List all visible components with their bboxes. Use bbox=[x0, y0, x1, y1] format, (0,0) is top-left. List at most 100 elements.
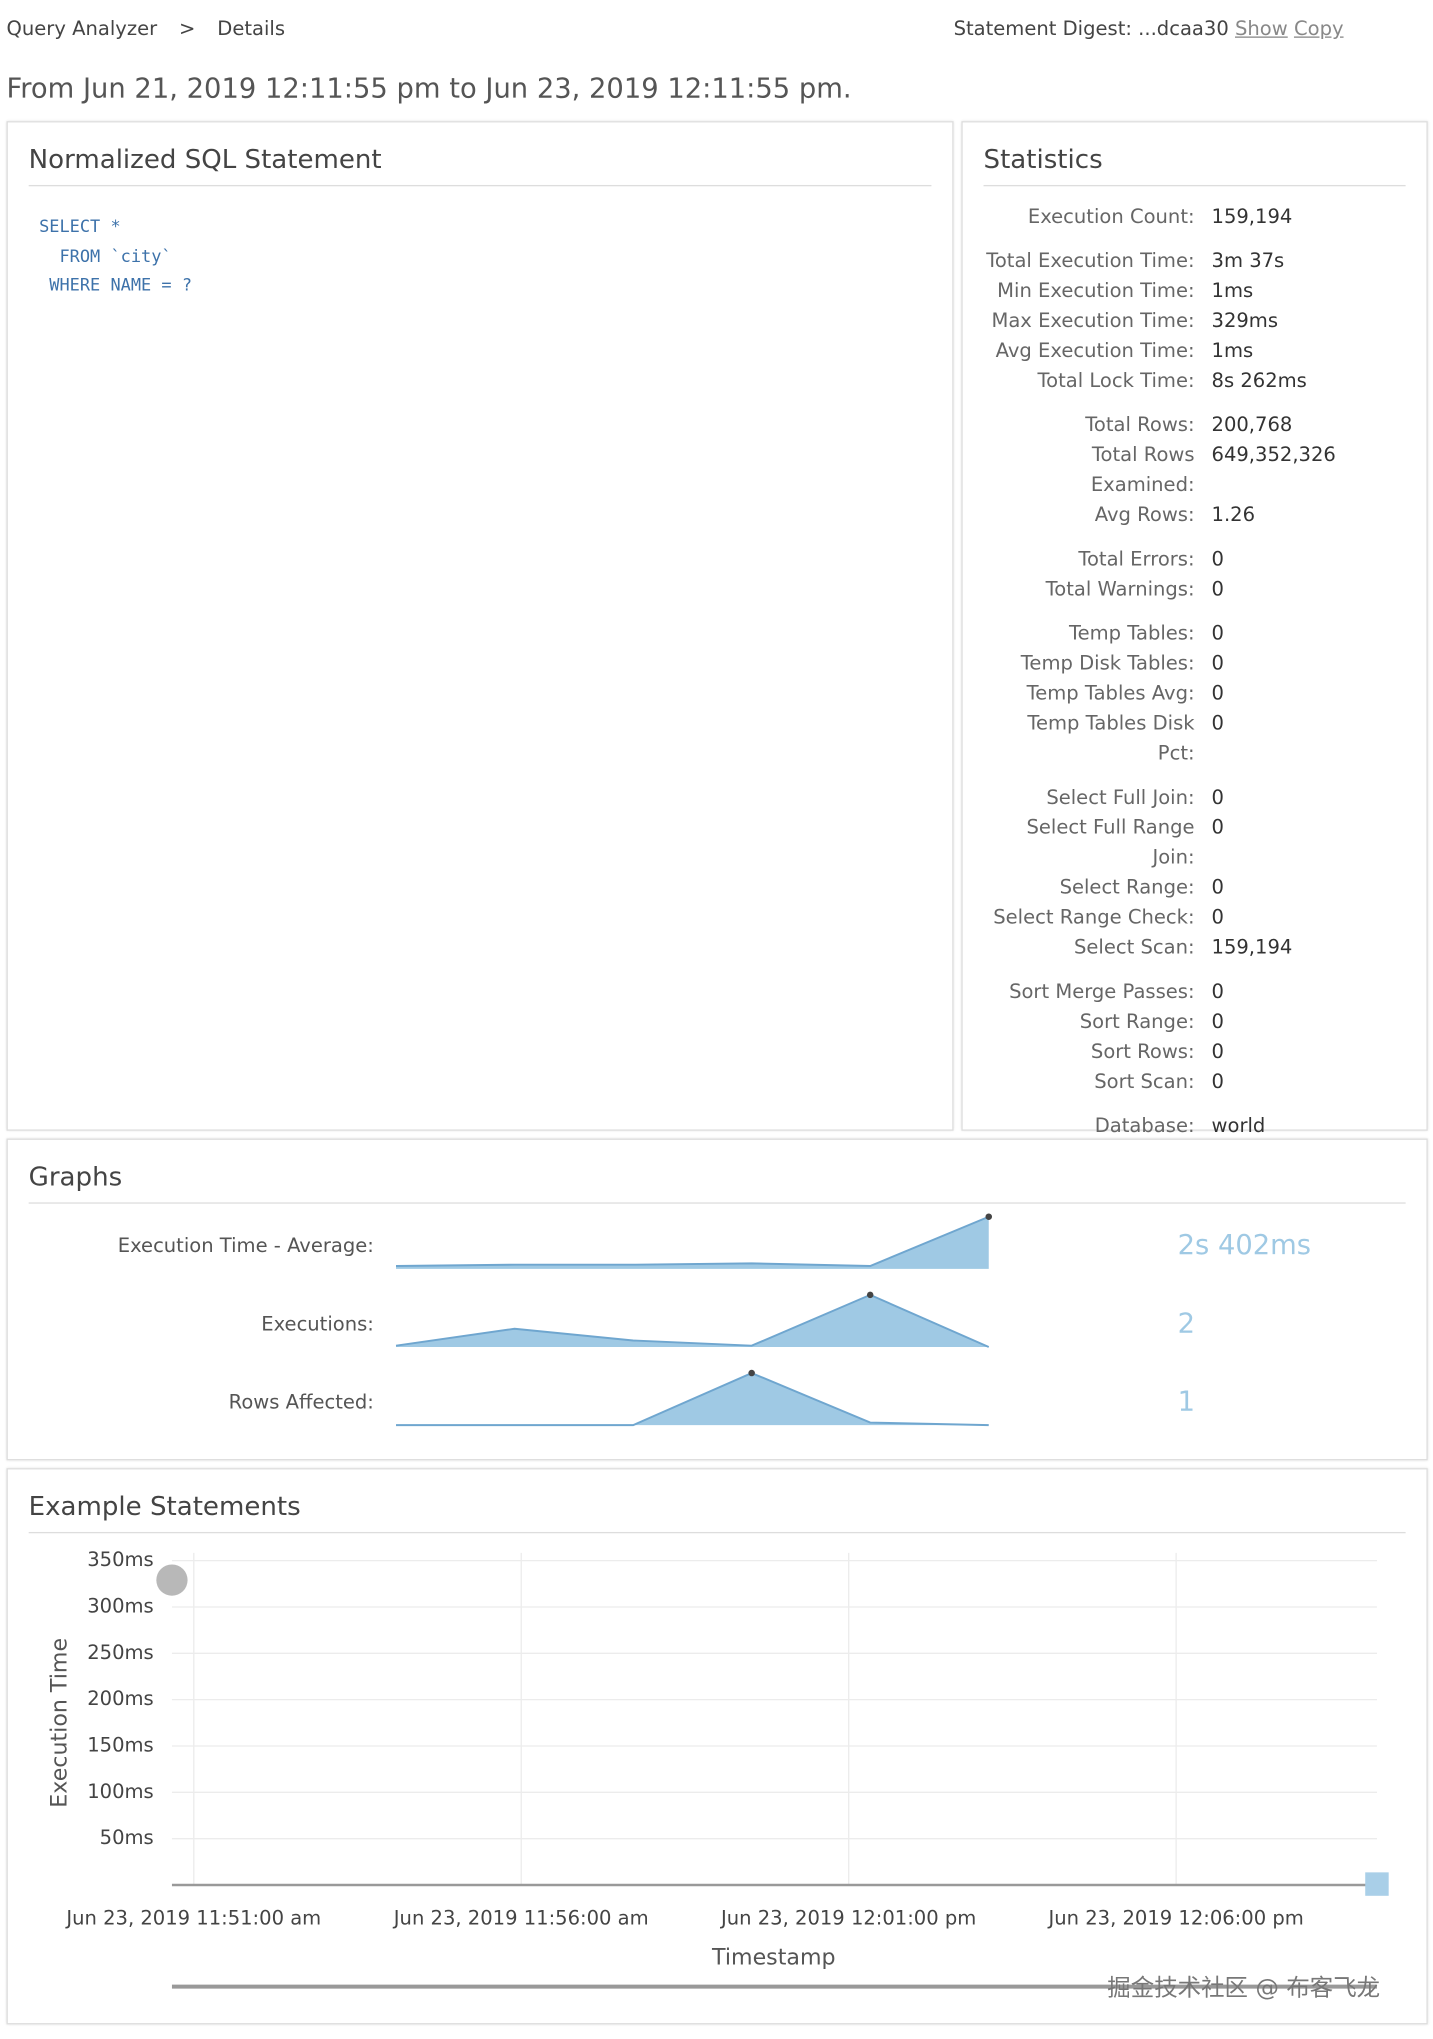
stat-value: world bbox=[1211, 1113, 1266, 1138]
stat-label: Total Errors: bbox=[1078, 547, 1195, 571]
stat-label: Temp Tables: bbox=[1068, 621, 1195, 645]
stat-row: Total Warnings: 0 bbox=[985, 574, 1342, 604]
stat-row: Min Execution Time: 1ms bbox=[985, 276, 1342, 306]
sql-line: WHERE NAME = ? bbox=[39, 276, 193, 296]
stat-value: 159,194 bbox=[1211, 204, 1293, 228]
y-axis-title: Execution Time bbox=[46, 1638, 72, 1808]
stat-row: Total Errors: 0 bbox=[985, 545, 1342, 575]
stat-label: Min Execution Time: bbox=[997, 278, 1195, 303]
y-tick-label: 100ms bbox=[87, 1780, 153, 1803]
panel-title: Normalized SQL Statement bbox=[28, 143, 382, 175]
stat-value: 0 bbox=[1211, 785, 1224, 809]
y-tick-label: 50ms bbox=[100, 1826, 154, 1849]
stat-row: Temp Tables Disk Pct: 0 bbox=[985, 709, 1342, 769]
stat-value: 1ms bbox=[1211, 278, 1254, 303]
stat-row: Sort Rows: 0 bbox=[985, 1037, 1342, 1067]
stat-value: 3m 37s bbox=[1211, 248, 1285, 273]
breadcrumb-current: Details bbox=[217, 16, 286, 41]
breadcrumb-link[interactable]: Query Analyzer bbox=[6, 16, 158, 41]
y-tick-label: 300ms bbox=[87, 1594, 153, 1617]
sparkline-peak bbox=[866, 1291, 874, 1299]
stat-value: 200,768 bbox=[1211, 412, 1293, 437]
digest-label: Statement Digest: bbox=[953, 16, 1132, 41]
stat-label: Select Scan: bbox=[1073, 935, 1195, 959]
stat-group: Total Execution Time: 3m 37s Min Execution… bbox=[985, 246, 1342, 396]
stat-label: Total Lock Time: bbox=[1037, 368, 1195, 393]
stat-row: Sort Range: 0 bbox=[985, 1007, 1342, 1037]
stat-value: 0 bbox=[1211, 577, 1224, 601]
graph-label: Rows Affected: bbox=[229, 1391, 374, 1414]
stat-label: Total Execution Time: bbox=[986, 248, 1195, 273]
sql-line: SELECT * bbox=[39, 217, 121, 238]
stat-row: Total Execution Time: 3m 37s bbox=[985, 246, 1342, 276]
sparkline-peak bbox=[748, 1369, 755, 1377]
statistics-list: Execution Count: 159,194 Total Execution T… bbox=[985, 202, 1342, 1208]
graph-value: 2s 402ms bbox=[1178, 1230, 1311, 1261]
stat-label: Select Range: bbox=[1059, 875, 1195, 899]
stat-row: Select Full Range Join: 0 bbox=[985, 813, 1342, 873]
stat-value: 0 bbox=[1211, 621, 1224, 645]
stat-group: Total Errors: 0 Total Warnings: 0 bbox=[985, 545, 1342, 605]
stat-group: Sort Merge Passes: 0 Sort Range: 0 Sort Rows… bbox=[985, 977, 1342, 1097]
stat-label: Total Warnings: bbox=[1045, 577, 1195, 601]
stat-row: Total Lock Time: 8s 262ms bbox=[985, 366, 1342, 396]
stat-value: 8s 262ms bbox=[1211, 368, 1307, 393]
sql-panel: Normalized SQL Statement SELECT * FROM `… bbox=[6, 121, 954, 1131]
sql-code: SELECT * FROM `city` WHERE NAME = ? bbox=[39, 214, 192, 302]
copy-link[interactable]: Copy bbox=[1293, 16, 1344, 41]
data-point bbox=[156, 1564, 188, 1596]
stat-value: 1ms bbox=[1211, 338, 1254, 363]
stat-value: 0 bbox=[1211, 1039, 1224, 1064]
stat-row: Select Range Check: 0 bbox=[985, 903, 1342, 933]
divider bbox=[28, 184, 932, 187]
stat-label: Database: bbox=[1094, 1113, 1195, 1138]
stat-row: Avg Rows: 1.26 bbox=[985, 500, 1342, 530]
digest: Statement Digest: ...dcaa30 Show Copy bbox=[954, 17, 1344, 40]
data-point bbox=[1365, 1872, 1389, 1896]
stat-label: Execution Count: bbox=[1027, 204, 1195, 228]
stat-row: Select Full Join: 0 bbox=[985, 783, 1342, 813]
stat-label: Sort Merge Passes: bbox=[1009, 979, 1195, 1004]
y-tick-label: 350ms bbox=[87, 1548, 153, 1571]
divider bbox=[28, 1531, 1406, 1534]
examples-panel: Example Statements 50ms 100ms 150ms 200ms 25… bbox=[6, 1468, 1428, 2025]
stat-row: Total Rows: 200,768 bbox=[985, 410, 1342, 440]
y-tick-label: 150ms bbox=[87, 1733, 153, 1756]
graph-value: 2 bbox=[1178, 1308, 1195, 1339]
divider bbox=[28, 1202, 1406, 1204]
breadcrumb-separator: > bbox=[179, 16, 196, 41]
scatter-chart: 50ms 100ms 150ms 200ms 250ms 300ms 350ms Jun 23… bbox=[46, 1548, 1389, 1989]
breadcrumb: Query Analyzer > Details bbox=[7, 17, 286, 40]
graph-label: Execution Time - Average: bbox=[118, 1234, 374, 1257]
stat-label: Max Execution Time: bbox=[991, 308, 1195, 333]
sparkline-line bbox=[396, 1371, 989, 1427]
x-tick-label: Jun 23, 2019 12:01:00 pm bbox=[719, 1906, 976, 1929]
stat-value: 0 bbox=[1211, 875, 1224, 899]
stat-row: Max Execution Time: 329ms bbox=[985, 306, 1342, 336]
stat-label: Temp Tables Avg: bbox=[1026, 681, 1195, 705]
stat-label: Avg Rows: bbox=[1094, 502, 1195, 527]
stat-row: Execution Count: 159,194 bbox=[985, 202, 1342, 232]
sparkline-area bbox=[396, 1216, 989, 1269]
graph-label: Executions: bbox=[261, 1312, 374, 1335]
show-link[interactable]: Show bbox=[1235, 16, 1288, 41]
stat-label: Select Range Check: bbox=[993, 905, 1195, 929]
x-tick-label: Jun 23, 2019 11:56:00 am bbox=[392, 1906, 649, 1929]
stat-row: Temp Tables Avg: 0 bbox=[985, 679, 1342, 709]
stat-group: Select Full Join: 0 Select Full Range Join… bbox=[985, 783, 1342, 963]
stat-label: Total Rows Examined: bbox=[1090, 442, 1195, 497]
x-axis-title: Timestamp bbox=[711, 1944, 836, 1970]
stat-group: Temp Tables: 0 Temp Disk Tables: 0 Temp Tabl… bbox=[985, 619, 1342, 769]
stat-value: 0 bbox=[1211, 711, 1224, 735]
stat-row: Sort Scan: 0 bbox=[985, 1067, 1342, 1097]
stat-row: Select Scan: 159,194 bbox=[985, 933, 1342, 963]
x-tick-label: Jun 23, 2019 12:06:00 pm bbox=[1046, 1906, 1303, 1929]
divider bbox=[983, 184, 1406, 187]
sparkline-area bbox=[396, 1294, 989, 1347]
panel-title: Example Statements bbox=[28, 1490, 301, 1522]
stat-row: Total Rows Examined: 649,352,326 bbox=[985, 440, 1342, 500]
stat-value: 649,352,326 bbox=[1211, 442, 1336, 467]
stat-value: 0 bbox=[1211, 1069, 1224, 1093]
stat-value: 0 bbox=[1211, 979, 1224, 1004]
